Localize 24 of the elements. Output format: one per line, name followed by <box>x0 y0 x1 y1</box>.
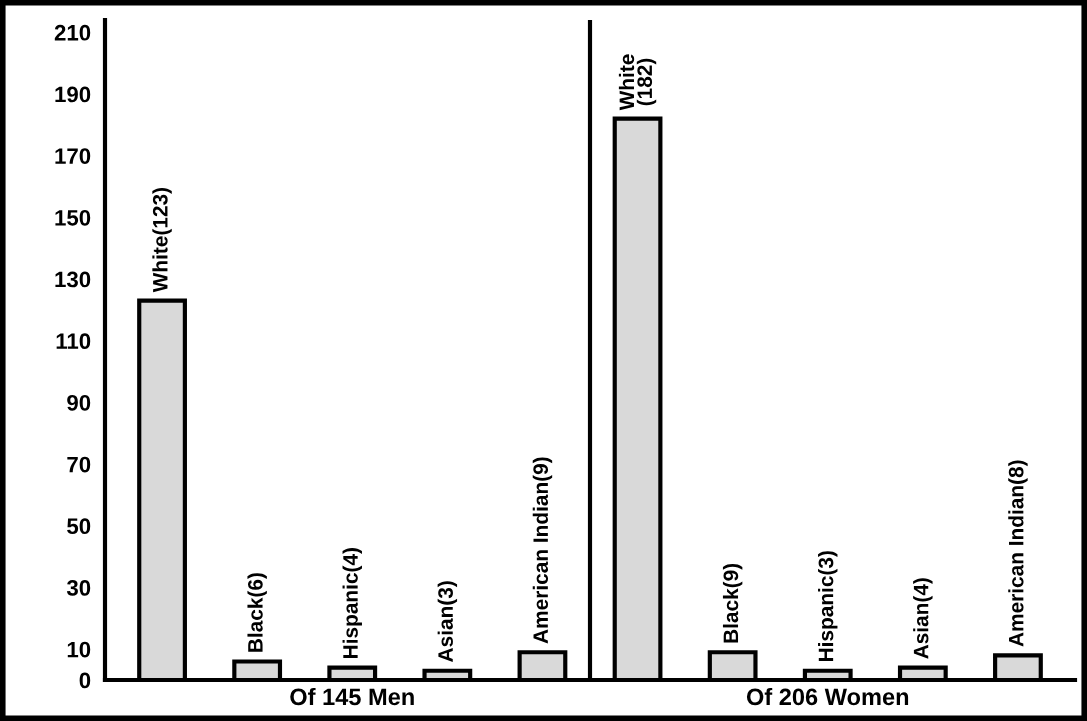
y-tick-label: 210 <box>54 24 91 41</box>
y-tick-label: 90 <box>67 394 91 411</box>
data-label: Asian(3) <box>437 581 458 662</box>
data-label: American Indian(9) <box>532 457 553 644</box>
data-label: Hispanic(4) <box>342 548 362 658</box>
y-tick-label: 150 <box>55 209 91 226</box>
text: Of 206 Women <box>746 687 909 706</box>
y-tick-label: 50 <box>67 518 91 535</box>
data-label: White(123) <box>152 188 172 293</box>
data-label: Black(9) <box>722 563 743 643</box>
data-label: American Indian(8) <box>1008 460 1028 647</box>
y-tick-label: 130 <box>55 271 91 288</box>
y-tick-label: 0 <box>79 672 91 689</box>
y-tick-label: 170 <box>55 148 91 164</box>
y-tick-label: 110 <box>56 333 91 350</box>
text: Of 145 Men <box>290 687 414 706</box>
data-label: Hispanic(3) <box>818 551 838 662</box>
data-label: Asian(4) <box>913 578 933 659</box>
y-tick-label: 190 <box>55 86 91 103</box>
y-tick-label: 70 <box>67 456 91 473</box>
y-tick-label: 30 <box>66 580 91 596</box>
data-label: Black(6) <box>247 573 267 652</box>
data-label: White (182) <box>618 54 657 111</box>
y-tick-label: 10 <box>67 641 91 658</box>
